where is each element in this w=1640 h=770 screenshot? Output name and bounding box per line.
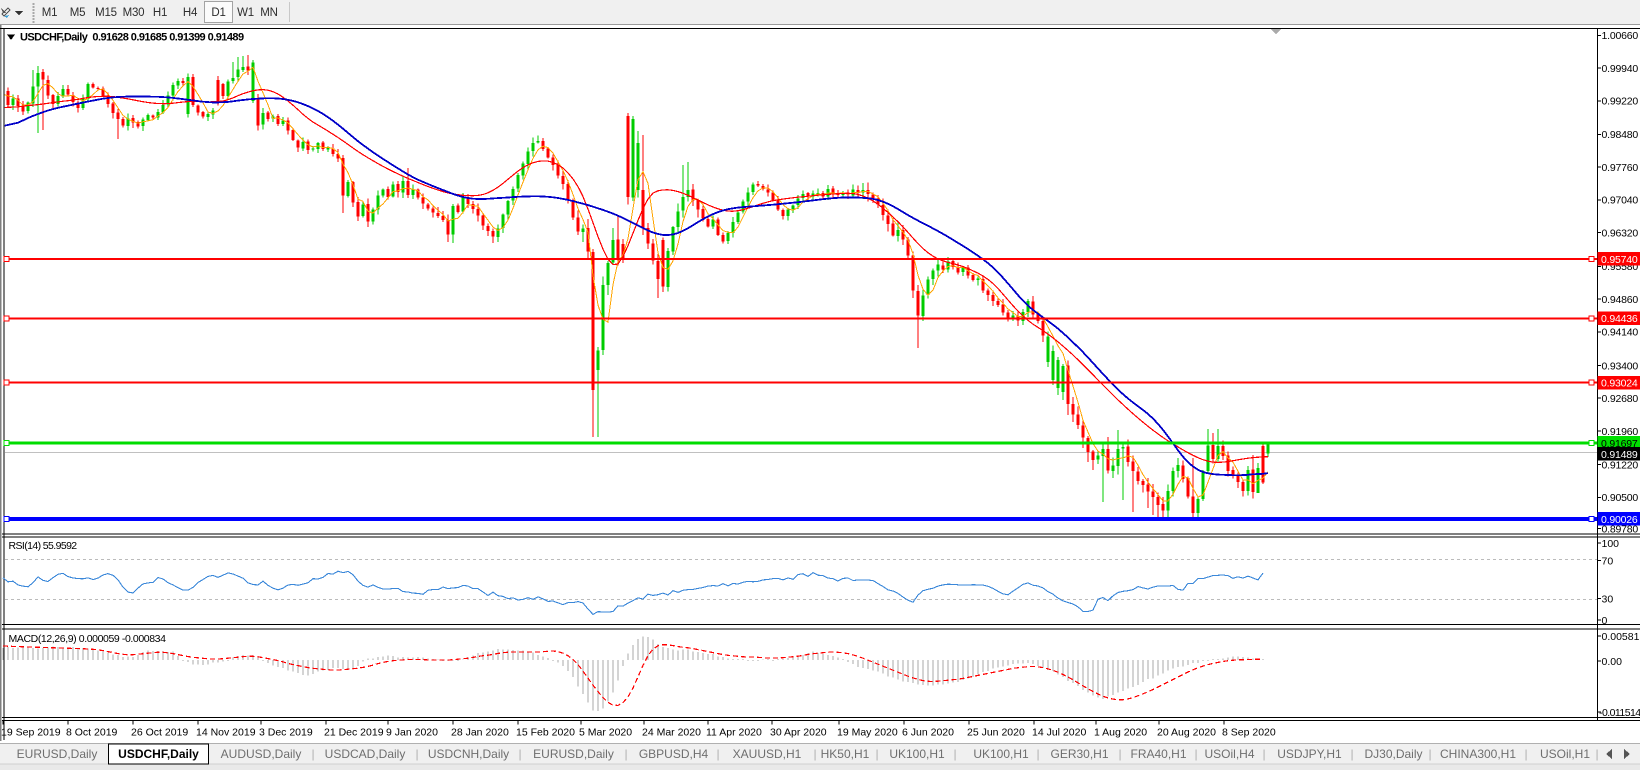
svg-text:|: | [311,747,314,761]
svg-text:0.96320: 0.96320 [1602,228,1639,240]
svg-text:0.91220: 0.91220 [1602,459,1639,471]
svg-text:25 Jun 2020: 25 Jun 2020 [967,727,1025,739]
svg-text:26 Oct 2019: 26 Oct 2019 [131,727,188,739]
svg-text:USDCNH,Daily: USDCNH,Daily [428,747,509,761]
svg-text:|: | [518,747,521,761]
svg-text:M30: M30 [123,7,145,19]
svg-text:24 Mar 2020: 24 Mar 2020 [642,727,701,739]
svg-text:0.94860: 0.94860 [1602,294,1639,306]
svg-text:DJ30,Daily: DJ30,Daily [1364,747,1422,761]
svg-text:|: | [1036,747,1039,761]
svg-text:M15: M15 [95,7,117,19]
svg-text:|: | [1262,747,1265,761]
svg-text:|: | [1524,747,1527,761]
svg-text:GER30,H1: GER30,H1 [1050,747,1108,761]
svg-text:0.90500: 0.90500 [1602,492,1639,504]
svg-text:70: 70 [1602,555,1614,567]
svg-text:1.00660: 1.00660 [1602,30,1639,42]
svg-text:UK100,H1: UK100,H1 [973,747,1029,761]
svg-text:0.92680: 0.92680 [1602,393,1639,405]
svg-text:0.90026: 0.90026 [1601,514,1638,526]
svg-text:RSI(14) 55.9592: RSI(14) 55.9592 [9,540,78,552]
svg-text:100: 100 [1602,538,1620,550]
svg-text:|: | [1595,747,1598,761]
svg-text:11 Apr 2020: 11 Apr 2020 [706,727,762,739]
svg-text:W1: W1 [237,7,254,19]
svg-text:15 Feb 2020: 15 Feb 2020 [516,727,575,739]
svg-text:|: | [415,747,418,761]
svg-text:UK100,H1: UK100,H1 [889,747,945,761]
svg-text:30 Apr 2020: 30 Apr 2020 [770,727,827,739]
svg-text:0.005818: 0.005818 [1602,631,1640,643]
svg-text:9 Jan 2020: 9 Jan 2020 [386,727,438,739]
svg-text:D1: D1 [211,7,225,19]
svg-text:|: | [953,747,956,761]
svg-text:8 Sep 2020: 8 Sep 2020 [1222,727,1276,739]
svg-text:0.98480: 0.98480 [1602,129,1639,141]
svg-text:|: | [1350,747,1353,761]
svg-text:USDCHF,Daily 0.91628 0.91685: USDCHF,Daily 0.91628 0.91685 0.91399 0.9… [20,32,244,44]
svg-text:0.93024: 0.93024 [1601,377,1638,389]
svg-text:21 Dec 2019: 21 Dec 2019 [324,727,384,739]
svg-text:0.94436: 0.94436 [1601,313,1638,325]
svg-text:|: | [1118,747,1121,761]
svg-text:0: 0 [1602,615,1608,627]
svg-text:HK50,H1: HK50,H1 [821,747,870,761]
svg-text:XAUUSD,H1: XAUUSD,H1 [733,747,802,761]
svg-text:0.97040: 0.97040 [1602,195,1639,207]
svg-text:H4: H4 [183,7,198,19]
svg-text:USDCHF,Daily: USDCHF,Daily [118,747,199,761]
svg-text:CHINA300,H1: CHINA300,H1 [1440,747,1516,761]
svg-text:0.91697: 0.91697 [1601,438,1638,450]
svg-text:0.94140: 0.94140 [1602,327,1639,339]
svg-text:0.00: 0.00 [1602,656,1623,668]
svg-text:6 Jun 2020: 6 Jun 2020 [902,727,954,739]
svg-text:|: | [624,747,627,761]
svg-text:|: | [875,747,878,761]
svg-text:0.89780: 0.89780 [1602,523,1639,535]
svg-text:-0.011514: -0.011514 [1599,707,1640,719]
svg-text:14 Jul 2020: 14 Jul 2020 [1032,727,1086,739]
svg-text:EURUSD,Daily: EURUSD,Daily [533,747,614,761]
svg-text:0.95740: 0.95740 [1601,254,1638,266]
svg-text:MACD(12,26,9) 0.000059 -0.0008: MACD(12,26,9) 0.000059 -0.000834 [9,633,167,645]
svg-text:USOil,H4: USOil,H4 [1204,747,1254,761]
svg-text:14 Nov 2019: 14 Nov 2019 [196,727,256,739]
svg-text:19 Sep 2019: 19 Sep 2019 [1,727,61,739]
svg-text:|: | [716,747,719,761]
svg-text:H1: H1 [153,7,167,19]
svg-text:20 Aug 2020: 20 Aug 2020 [1157,727,1216,739]
svg-text:USDCAD,Daily: USDCAD,Daily [325,747,406,761]
svg-text:FRA40,H1: FRA40,H1 [1130,747,1186,761]
svg-text:|: | [1428,747,1431,761]
svg-text:28 Jan 2020: 28 Jan 2020 [451,727,509,739]
svg-text:8 Oct 2019: 8 Oct 2019 [66,727,118,739]
svg-text:AUDUSD,Daily: AUDUSD,Daily [221,747,302,761]
svg-text:|: | [813,747,816,761]
svg-text:USDJPY,H1: USDJPY,H1 [1277,747,1342,761]
svg-text:0.93400: 0.93400 [1602,360,1639,372]
svg-text:0.99220: 0.99220 [1602,96,1639,108]
svg-text:M1: M1 [42,7,58,19]
svg-text:M5: M5 [70,7,86,19]
svg-text:0.91960: 0.91960 [1602,426,1639,438]
svg-text:5 Mar 2020: 5 Mar 2020 [579,727,632,739]
svg-text:1 Aug 2020: 1 Aug 2020 [1094,727,1147,739]
svg-text:19 May 2020: 19 May 2020 [837,727,898,739]
svg-text:MN: MN [260,7,278,19]
svg-text:0.97760: 0.97760 [1602,162,1639,174]
svg-text:30: 30 [1602,593,1614,605]
svg-text:0.91489: 0.91489 [1601,449,1638,461]
svg-text:EURUSD,Daily: EURUSD,Daily [17,747,98,761]
svg-text:3 Dec 2019: 3 Dec 2019 [259,727,313,739]
svg-text:GBPUSD,H4: GBPUSD,H4 [639,747,709,761]
svg-text:USOil,H1: USOil,H1 [1540,747,1590,761]
svg-text:0.99940: 0.99940 [1602,63,1639,75]
svg-text:|: | [1194,747,1197,761]
